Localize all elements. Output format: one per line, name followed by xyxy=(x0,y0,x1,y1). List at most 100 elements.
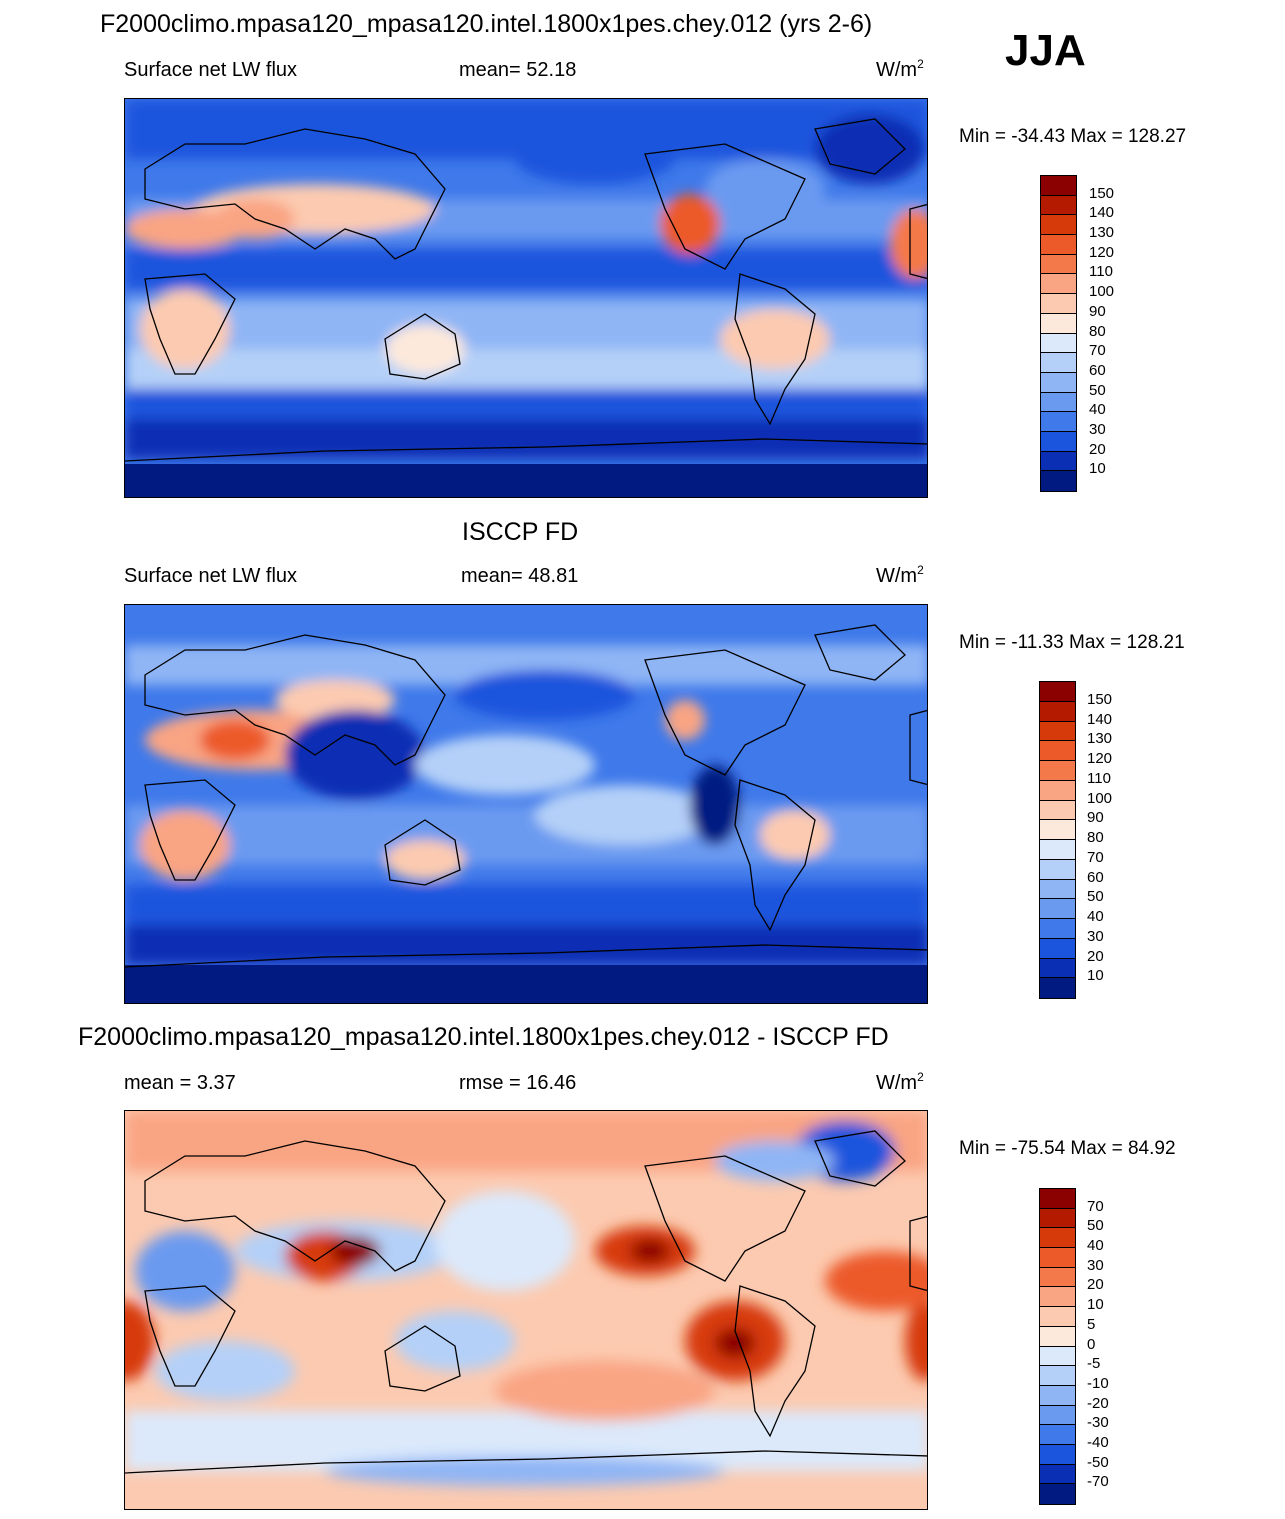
colorbar-tick-label: 80 xyxy=(1087,829,1104,846)
colorbar-tick-label: 30 xyxy=(1087,927,1104,945)
colorbar-tick-label: 30 xyxy=(1089,420,1106,438)
colorbar-cell xyxy=(1040,1267,1075,1288)
panel-3-map xyxy=(124,1110,928,1510)
colorbar-cell xyxy=(1041,294,1076,314)
colorbar-tick-label: 150 xyxy=(1087,690,1113,708)
colorbar-tick-label: 40 xyxy=(1089,401,1106,419)
colorbar-tick-label: 30 xyxy=(1087,1256,1104,1274)
colorbar-tick-label: 70 xyxy=(1087,1197,1104,1215)
panel-3-title: F2000climo.mpasa120_mpasa120.intel.1800x… xyxy=(78,1023,889,1051)
colorbar-tick-label: 40 xyxy=(1087,908,1104,925)
colorbar-tick-label: 50 xyxy=(1087,1217,1104,1235)
colorbar-cell xyxy=(1041,431,1076,452)
colorbar-cell xyxy=(1040,958,1075,979)
panel-3-mean-label: mean = 3.37 xyxy=(124,1072,236,1094)
colorbar-tick-label: 5 xyxy=(1087,1315,1096,1333)
colorbar-tick-label: 110 xyxy=(1089,263,1113,281)
colorbar-cell xyxy=(1040,741,1075,761)
panel-2-map-svg xyxy=(125,605,927,1003)
panel-2-colorbar xyxy=(1039,681,1076,999)
colorbar-tick-label: 40 xyxy=(1087,1237,1104,1255)
colorbar-cell xyxy=(1040,701,1075,722)
panel-1-units: W/m2 xyxy=(876,57,924,81)
colorbar-cell xyxy=(1041,176,1076,196)
colorbar-cell xyxy=(1040,820,1075,840)
colorbar-cell xyxy=(1040,761,1075,781)
colorbar-cell xyxy=(1040,919,1075,939)
panel-3-minmax: Min = -75.54 Max = 84.92 xyxy=(959,1138,1176,1159)
panel-1-minmax: Min = -34.43 Max = 128.27 xyxy=(959,126,1187,147)
panel-2-minmax: Min = -11.33 Max = 128.21 xyxy=(959,632,1185,653)
colorbar-cell xyxy=(1041,215,1076,236)
colorbar-cell xyxy=(1041,333,1076,354)
colorbar-tick-label: 110 xyxy=(1087,769,1111,787)
panel-3-map-svg xyxy=(125,1111,927,1509)
colorbar-cell xyxy=(1040,1464,1075,1485)
colorbar-cell xyxy=(1041,313,1076,334)
colorbar-tick-label: 50 xyxy=(1089,381,1106,399)
panel-2-variable-label: Surface net LW flux xyxy=(124,565,298,587)
colorbar-tick-label: 100 xyxy=(1087,789,1113,807)
panel-3-colorbar xyxy=(1039,1188,1076,1505)
colorbar-tick-label: 10 xyxy=(1087,1296,1104,1314)
colorbar-cell xyxy=(1040,1248,1075,1268)
colorbar-tick-label: 50 xyxy=(1087,888,1104,906)
colorbar-tick-label: -5 xyxy=(1087,1355,1101,1373)
panel-3-rmse-label: rmse = 16.46 xyxy=(459,1072,577,1094)
panel-1-variable-label: Surface net LW flux xyxy=(124,59,298,81)
colorbar-cell xyxy=(1041,471,1076,491)
colorbar-tick-label: -20 xyxy=(1087,1394,1109,1412)
colorbar-tick-label: 80 xyxy=(1089,322,1106,340)
colorbar-tick-label: 150 xyxy=(1089,184,1115,202)
panel-2-title: ISCCP FD xyxy=(462,518,579,546)
colorbar-tick-label: 0 xyxy=(1087,1335,1096,1353)
season-label: JJA xyxy=(1005,26,1086,75)
colorbar-cell xyxy=(1040,1287,1075,1308)
colorbar-cell xyxy=(1040,879,1075,900)
colorbar-tick-label: 20 xyxy=(1089,440,1106,458)
colorbar-tick-label: 70 xyxy=(1089,342,1106,360)
colorbar-cell xyxy=(1040,682,1075,702)
panel-2-units: W/m2 xyxy=(876,563,924,587)
colorbar-cell xyxy=(1040,1208,1075,1229)
colorbar-tick-label: 140 xyxy=(1089,204,1115,222)
colorbar-cell xyxy=(1040,1385,1075,1406)
colorbar-tick-label: -10 xyxy=(1087,1374,1109,1392)
colorbar-cell xyxy=(1041,254,1076,275)
colorbar-cell xyxy=(1041,412,1076,432)
colorbar-tick-label: 140 xyxy=(1087,710,1113,728)
panel-2-mean-label: mean= 48.81 xyxy=(461,565,579,587)
panel-1-map-svg xyxy=(125,99,927,497)
colorbar-cell xyxy=(1040,1307,1075,1327)
colorbar-tick-label: 60 xyxy=(1087,868,1104,886)
panel-1-map xyxy=(124,98,928,498)
colorbar-cell xyxy=(1040,978,1075,998)
colorbar-tick-label: -70 xyxy=(1087,1473,1109,1491)
colorbar-cell xyxy=(1041,274,1076,295)
colorbar-cell xyxy=(1040,1228,1075,1249)
colorbar-tick-label: 130 xyxy=(1087,730,1113,748)
colorbar-tick-label: 90 xyxy=(1087,809,1104,827)
colorbar-cell xyxy=(1040,1346,1075,1367)
colorbar-tick-label: -40 xyxy=(1087,1433,1109,1451)
colorbar-tick-label: 120 xyxy=(1089,243,1115,261)
colorbar-cell xyxy=(1040,780,1075,801)
colorbar-cell xyxy=(1040,1444,1075,1465)
colorbar-cell xyxy=(1040,800,1075,821)
colorbar-tick-label: -50 xyxy=(1087,1453,1109,1471)
colorbar-cell xyxy=(1040,1425,1075,1445)
colorbar-tick-label: 20 xyxy=(1087,947,1104,965)
panel-1-colorbar xyxy=(1040,175,1077,492)
colorbar-cell xyxy=(1040,721,1075,742)
colorbar-tick-label: 10 xyxy=(1087,967,1104,985)
colorbar-cell xyxy=(1040,899,1075,919)
colorbar-cell xyxy=(1041,235,1076,255)
panel-1-mean-label: mean= 52.18 xyxy=(459,59,577,81)
panel-1-title: F2000climo.mpasa120_mpasa120.intel.1800x… xyxy=(100,10,873,38)
colorbar-cell xyxy=(1040,938,1075,959)
colorbar-cell xyxy=(1040,1405,1075,1426)
colorbar-tick-label: 20 xyxy=(1087,1276,1104,1294)
colorbar-tick-label: 90 xyxy=(1089,302,1106,320)
colorbar-cell xyxy=(1040,1366,1075,1386)
colorbar-cell xyxy=(1041,451,1076,472)
